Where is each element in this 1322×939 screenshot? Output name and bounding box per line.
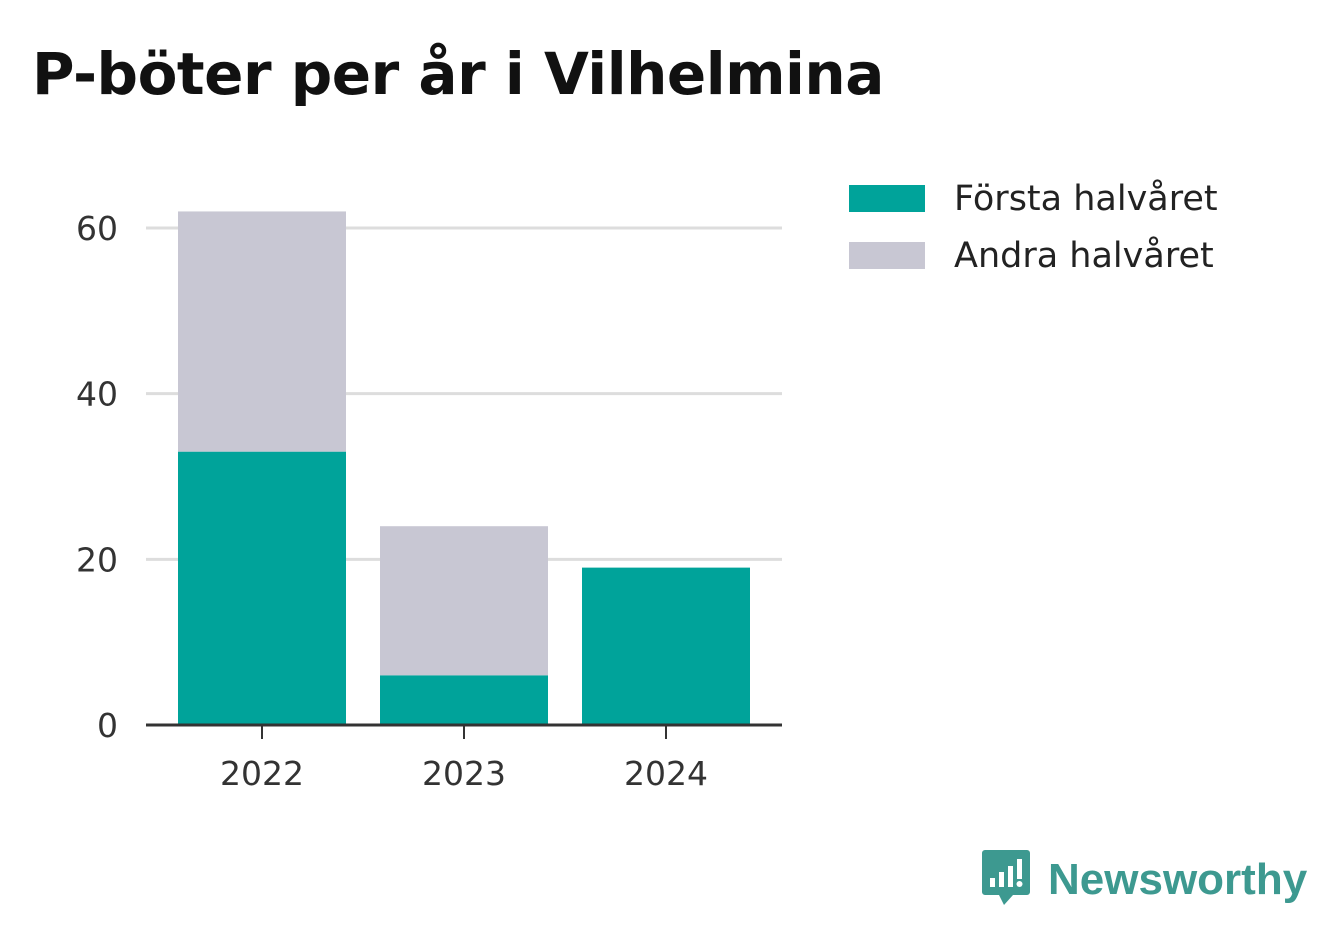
- x-tick-label: 2023: [422, 754, 506, 793]
- legend: Första halvåret Andra halvåret: [849, 170, 1218, 284]
- y-tick-label: 40: [76, 375, 118, 414]
- chart-title: P-böter per år i Vilhelmina: [32, 40, 884, 108]
- bar: [582, 567, 750, 725]
- legend-label-forsta-halvaret: Första halvåret: [954, 178, 1218, 219]
- legend-item-forsta-halvaret: Första halvåret: [849, 170, 1218, 227]
- legend-item-andra-halvaret: Andra halvåret: [849, 227, 1218, 284]
- bar: [178, 211, 346, 452]
- bar: [380, 675, 548, 725]
- brand-name: Newsworthy: [1048, 855, 1308, 904]
- bars: [178, 211, 750, 725]
- x-tick-label: 2024: [624, 754, 708, 793]
- legend-swatch-andra-halvaret: [849, 242, 925, 269]
- bar: [380, 526, 548, 676]
- bar: [178, 451, 346, 725]
- newsworthy-logo-icon: [980, 848, 1032, 912]
- y-tick-label: 60: [76, 209, 118, 248]
- y-tick-label: 20: [76, 540, 118, 579]
- axes: 0 20 40 60 2022 2023 2024: [76, 209, 782, 793]
- x-tick-label: 2022: [220, 754, 304, 793]
- legend-swatch-forsta-halvaret: [849, 185, 925, 212]
- legend-label-andra-halvaret: Andra halvåret: [954, 235, 1214, 276]
- y-tick-label: 0: [97, 706, 118, 745]
- brand-logo: Newsworthy: [980, 848, 1307, 912]
